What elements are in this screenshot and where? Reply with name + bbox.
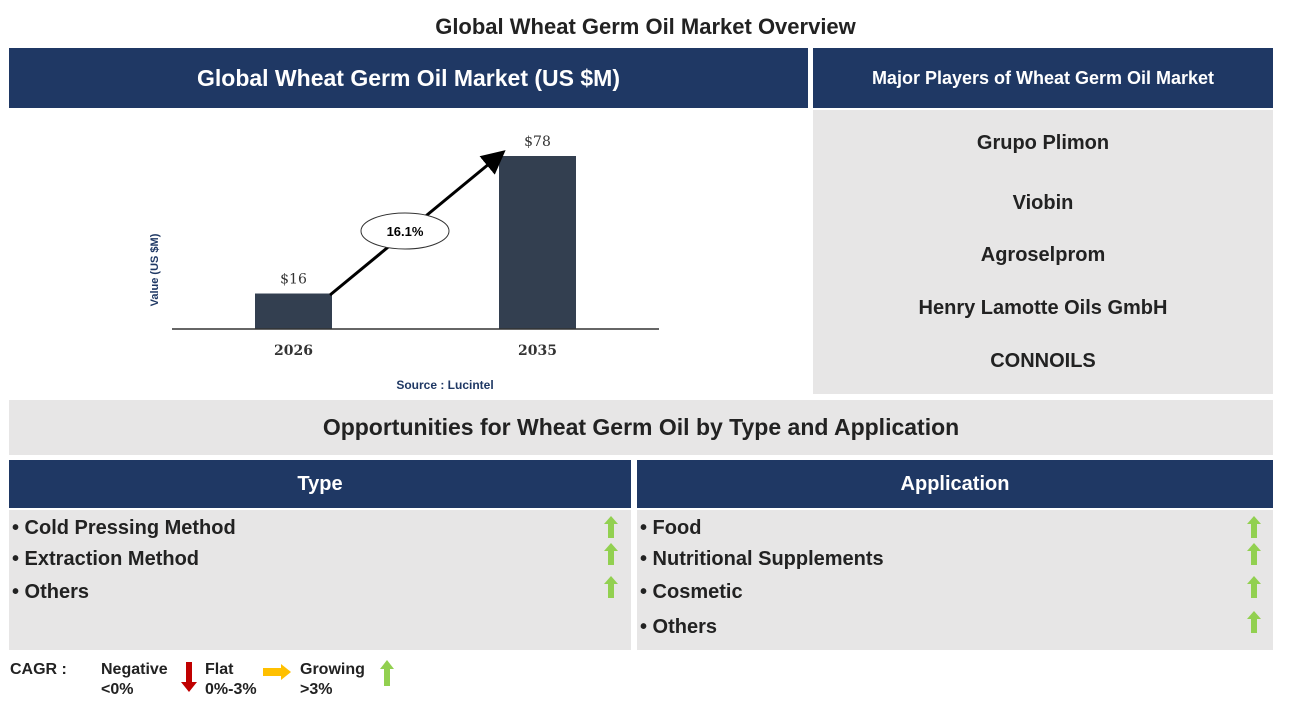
legend-negative: Negative [101,661,168,678]
player-item: Viobin [1012,192,1074,214]
growing-arrow-icon [1247,543,1261,565]
growing-arrow-icon [604,576,618,598]
market-chart: Value (US $M) $16 2026 $78 2035 16.1% Sourc… [149,134,659,392]
legend-negative-range: <0% [101,681,134,698]
application-header: Application [637,460,1273,508]
application-item: • Food [640,517,702,539]
player-item: CONNOILS [990,350,1096,372]
application-panel [637,510,1273,650]
bar-2026 [255,293,332,329]
application-item: • Others [640,616,718,638]
cagr-label: 16.1% [387,224,424,239]
opportunities-header: Opportunities for Wheat Germ Oil by Type… [9,400,1273,455]
type-panel [9,510,631,650]
legend-cagr-label: CAGR : [10,661,67,678]
growing-arrow-icon [1247,516,1261,538]
x-tick-label: 2026 [274,343,313,359]
players-header: Major Players of Wheat Germ Oil Market [813,48,1273,108]
legend-flat-range: 0%-3% [205,681,257,698]
type-item: • Others [12,581,90,603]
application-item: • Cosmetic [640,581,743,603]
player-item: Grupo Plimon [976,132,1110,154]
source-label: Source : Lucintel [396,378,493,392]
growing-arrow-icon [604,543,618,565]
type-item: • Extraction Method [12,548,200,570]
type-header: Type [9,460,631,508]
x-tick-label: 2035 [518,343,557,359]
growing-arrow-icon [1247,611,1261,633]
player-item: Henry Lamotte Oils GmbH [918,297,1168,319]
negative-arrow-icon [181,662,197,692]
y-axis-label: Value (US $M) [149,233,161,306]
growing-arrow-icon [1247,576,1261,598]
cagr-ellipse [360,212,450,250]
growing-arrow-icon [380,660,394,686]
page-title: Global Wheat Germ Oil Market Overview [435,14,856,39]
flat-arrow-icon [263,664,291,680]
type-item: • Cold Pressing Method [12,517,236,539]
growing-arrow-icon [604,516,618,538]
legend-flat: Flat [205,661,234,678]
application-item: • Nutritional Supplements [640,548,884,570]
market-panel-header: Global Wheat Germ Oil Market (US $M) [9,48,808,108]
value-label: $78 [524,134,551,150]
player-item: Agroselprom [980,244,1106,266]
bar-2035 [499,156,576,329]
value-label: $16 [280,272,307,288]
legend-growing-range: >3% [300,681,333,698]
players-panel [813,110,1273,394]
legend-growing: Growing [300,661,365,678]
